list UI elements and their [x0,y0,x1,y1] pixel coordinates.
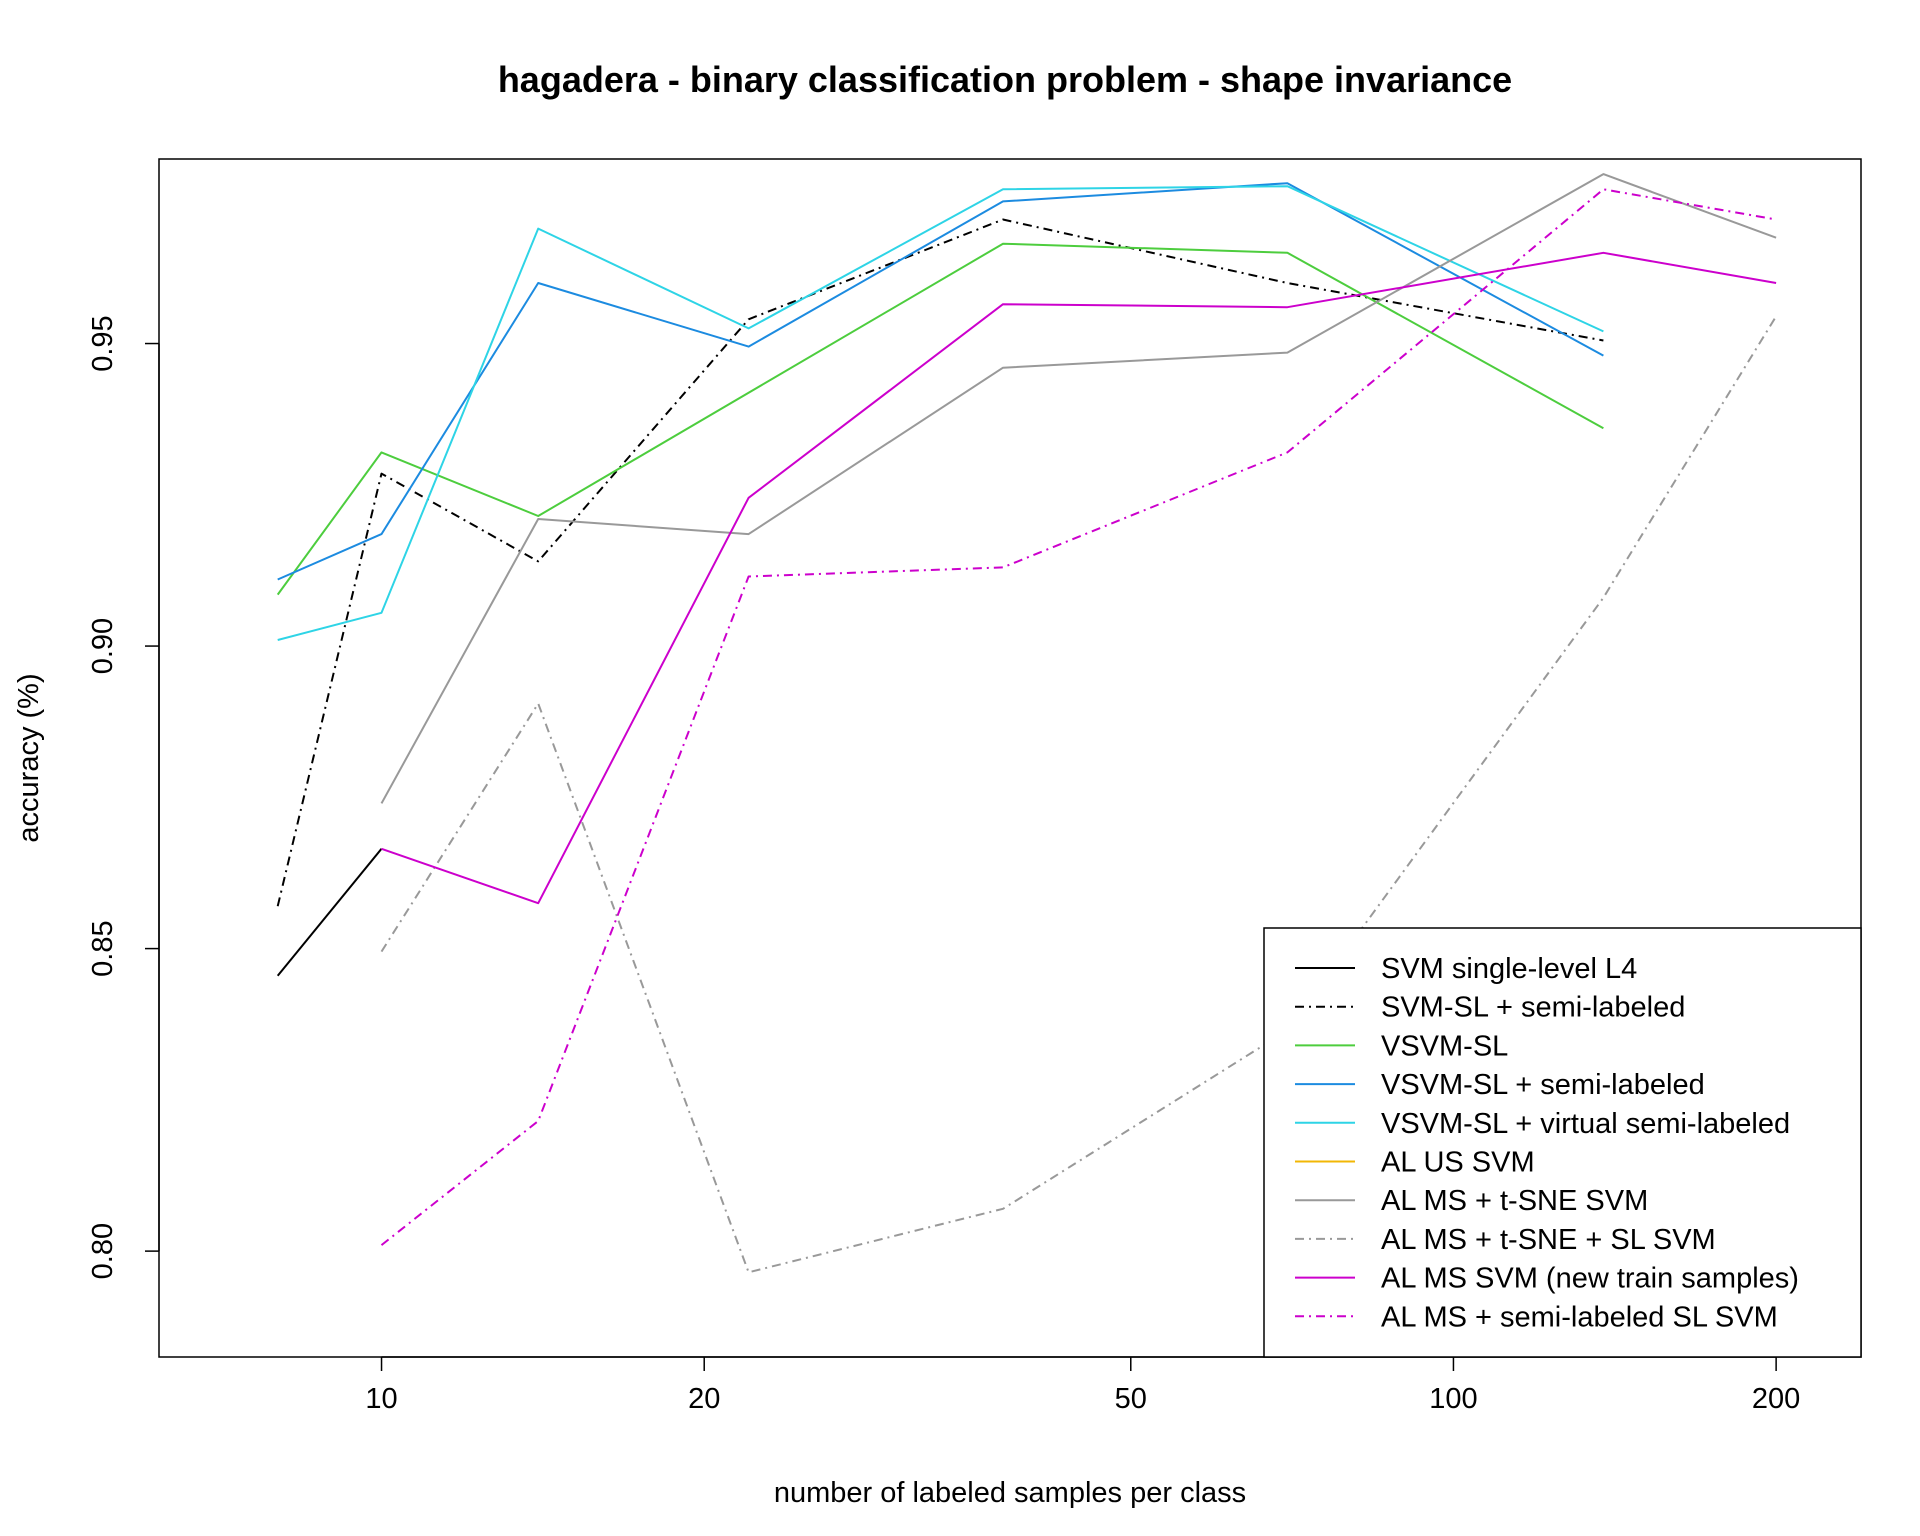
y-axis: 0.80 0.85 0.90 0.95 [87,315,160,1279]
y-tick-label: 0.85 [87,920,119,976]
x-axis: 10 20 50 100 200 [365,1356,1800,1415]
y-tick-label: 0.80 [87,1223,119,1279]
legend-label: SVM-SL + semi-labeled [1381,992,1685,1024]
legend-label: VSVM-SL + semi-labeled [1381,1069,1705,1101]
legend-label: AL US SVM [1381,1147,1535,1179]
x-tick-label: 20 [688,1383,720,1415]
series-line [277,182,1604,581]
y-tick-label: 0.90 [87,618,119,674]
chart-title: hagadera - binary classification problem… [498,59,1512,100]
x-tick-label: 10 [365,1383,397,1415]
y-tick-label: 0.95 [87,315,119,371]
x-tick-label: 100 [1429,1383,1477,1415]
legend-label: VSVM-SL [1381,1030,1508,1062]
series-line [276,218,1604,907]
series-line [380,315,1777,1274]
series-line [276,848,383,977]
y-axis-label: accuracy (%) [13,673,45,842]
series-line [276,242,1604,596]
x-axis-label: number of labeled samples per class [774,1477,1246,1509]
legend-label: VSVM-SL + virtual semi-labeled [1381,1108,1790,1140]
series-line [380,173,1777,804]
legend-label: SVM single-level L4 [1381,953,1637,985]
legend-box [1263,927,1862,1358]
x-tick-label: 50 [1115,1383,1147,1415]
x-tick-label: 200 [1752,1383,1800,1415]
series-layer [276,173,1777,1274]
legend-label: AL MS + t-SNE SVM [1381,1185,1648,1217]
legend-label: AL MS + semi-labeled SL SVM [1381,1301,1778,1333]
legend-label: AL MS SVM (new train samples) [1381,1263,1799,1295]
legend: SVM single-level L4 SVM-SL + semi-labeled… [1263,927,1862,1358]
series-line [381,251,1777,905]
series-line [277,185,1604,641]
legend-label: AL MS + t-SNE + SL SVM [1381,1224,1716,1256]
